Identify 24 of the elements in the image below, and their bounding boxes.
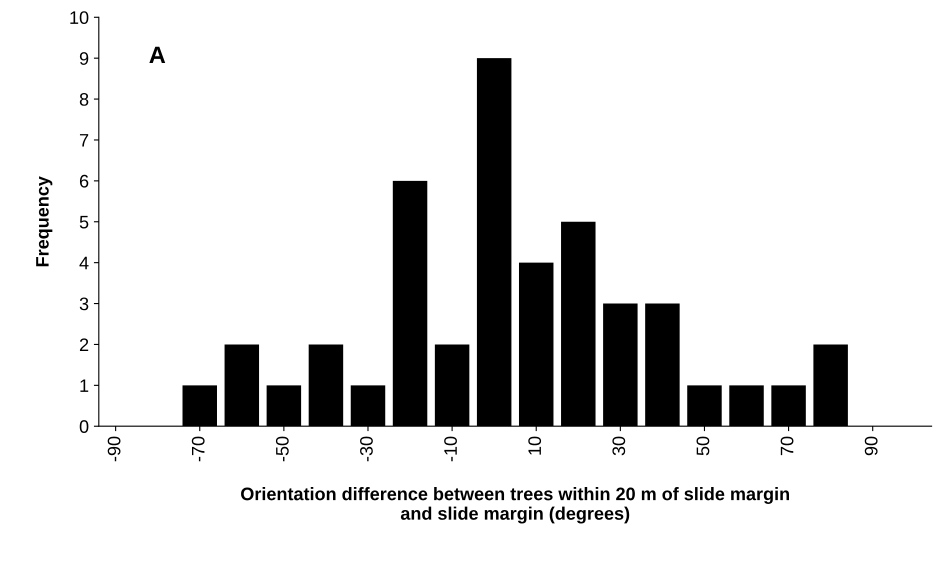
y-tick-label: 0 bbox=[80, 420, 88, 433]
annotation: A bbox=[149, 46, 166, 64]
y-tick-label: 9 bbox=[80, 52, 88, 65]
x-tick-label: 10 bbox=[528, 436, 542, 455]
y-axis-title: Frequency bbox=[36, 176, 52, 266]
x-tick-label: -50 bbox=[276, 436, 289, 462]
y-tick-label: 3 bbox=[80, 297, 88, 310]
x-axis-title: Orientation difference between trees within 20 m of slide margin and slide margin (degrees) bbox=[241, 487, 790, 524]
x-tick-label: -10 bbox=[444, 436, 457, 462]
y-tick-label: 1 bbox=[80, 379, 88, 392]
x-tick-label: 30 bbox=[612, 436, 626, 456]
x-tick-label: 90 bbox=[864, 436, 878, 456]
y-tick-label: 4 bbox=[79, 256, 89, 270]
x-tick-label: 50 bbox=[696, 436, 710, 456]
x-tick-label: -90 bbox=[108, 436, 120, 462]
x-tick-label: -30 bbox=[360, 436, 373, 462]
x-tick-label: 70 bbox=[780, 436, 794, 456]
y-tick-label: 2 bbox=[80, 338, 88, 351]
y-tick-label: 8 bbox=[80, 93, 88, 106]
y-tick-label: 10 bbox=[70, 11, 88, 24]
x-tick-label: -70 bbox=[192, 436, 205, 462]
y-tick-label: 7 bbox=[80, 134, 88, 147]
y-tick-label: 6 bbox=[80, 174, 88, 188]
y-tick-label: 5 bbox=[80, 216, 88, 228]
